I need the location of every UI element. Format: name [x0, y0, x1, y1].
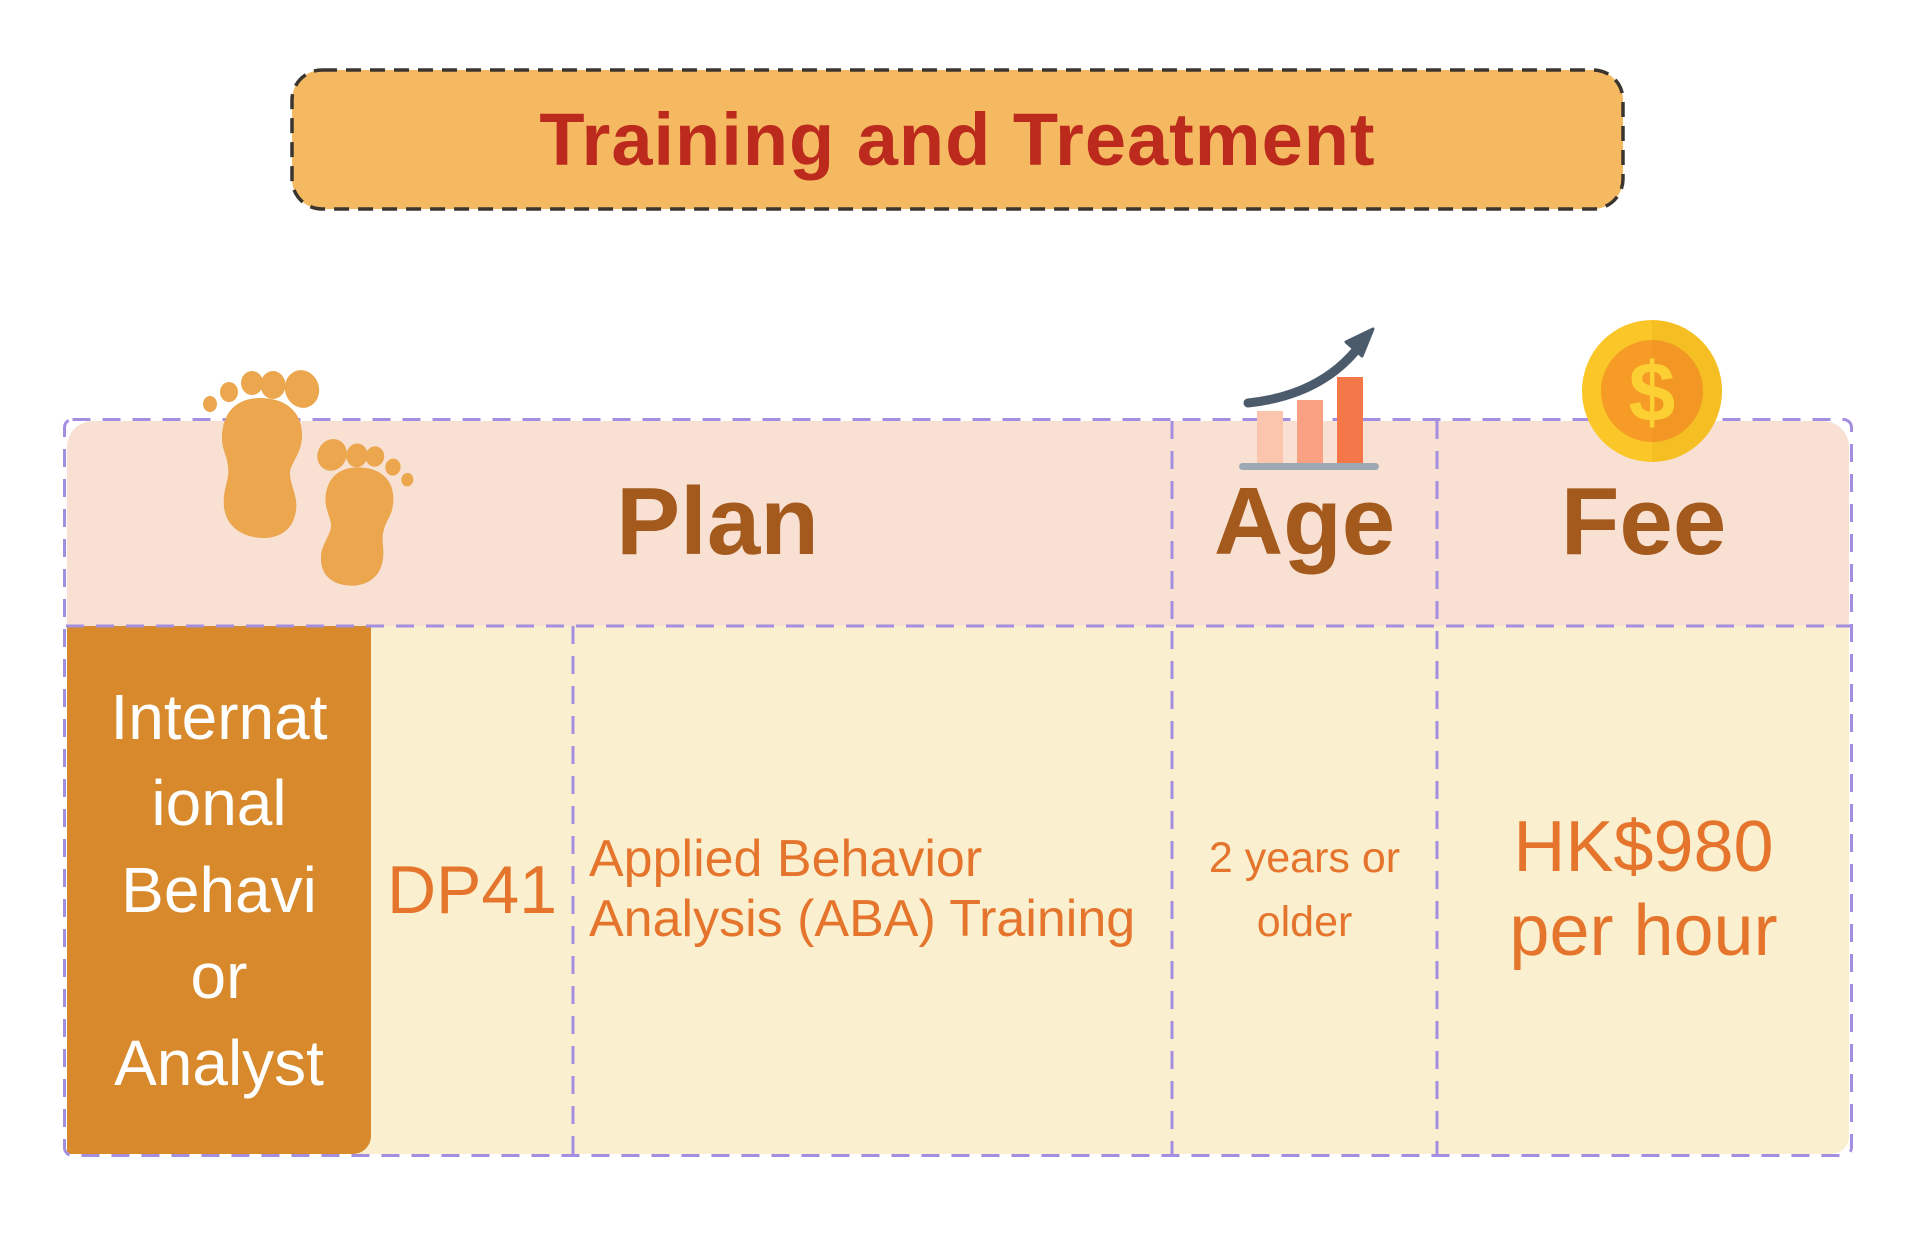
chart-baseline	[1239, 463, 1379, 470]
footprints-icon	[203, 365, 419, 593]
dollar-coin-icon: $	[1582, 320, 1722, 462]
plan-description-cell: Applied Behavior Analysis (ABA) Training	[573, 626, 1172, 1154]
fee-cell: HK$980 per hour	[1437, 626, 1850, 1154]
page-title: Training and Treatment	[539, 98, 1376, 181]
bar-medium	[1297, 400, 1323, 463]
column-header-fee: Fee	[1560, 468, 1727, 575]
title-banner: Training and Treatment	[290, 68, 1625, 211]
category-cell: International Behavior Analyst	[67, 626, 371, 1154]
column-header-age: Age	[1213, 468, 1396, 575]
left-footprint	[203, 365, 325, 538]
plan-description-text: Applied Behavior Analysis (ABA) Training	[589, 830, 1136, 948]
fee-text: HK$980 per hour	[1509, 807, 1778, 971]
plan-code-cell: DP41	[386, 852, 558, 928]
coin-center-shade	[1652, 340, 1703, 442]
bar-small	[1257, 411, 1283, 463]
right-footprint	[293, 432, 419, 593]
title-banner-frame	[290, 68, 1625, 211]
dollar-sign: $	[1629, 345, 1676, 439]
column-header-plan: Plan	[616, 468, 819, 575]
growth-arrow-head	[1344, 327, 1375, 358]
category-label: International Behavior Analyst	[110, 681, 328, 1099]
growth-arrow-curve	[1243, 339, 1366, 408]
age-cell: 2 years or older	[1208, 833, 1401, 947]
coin-center	[1601, 340, 1703, 442]
bar-large	[1337, 377, 1363, 463]
fee-table: International Behavior Analyst Plan Age …	[63, 418, 1853, 1157]
growth-chart-icon	[1239, 327, 1379, 470]
